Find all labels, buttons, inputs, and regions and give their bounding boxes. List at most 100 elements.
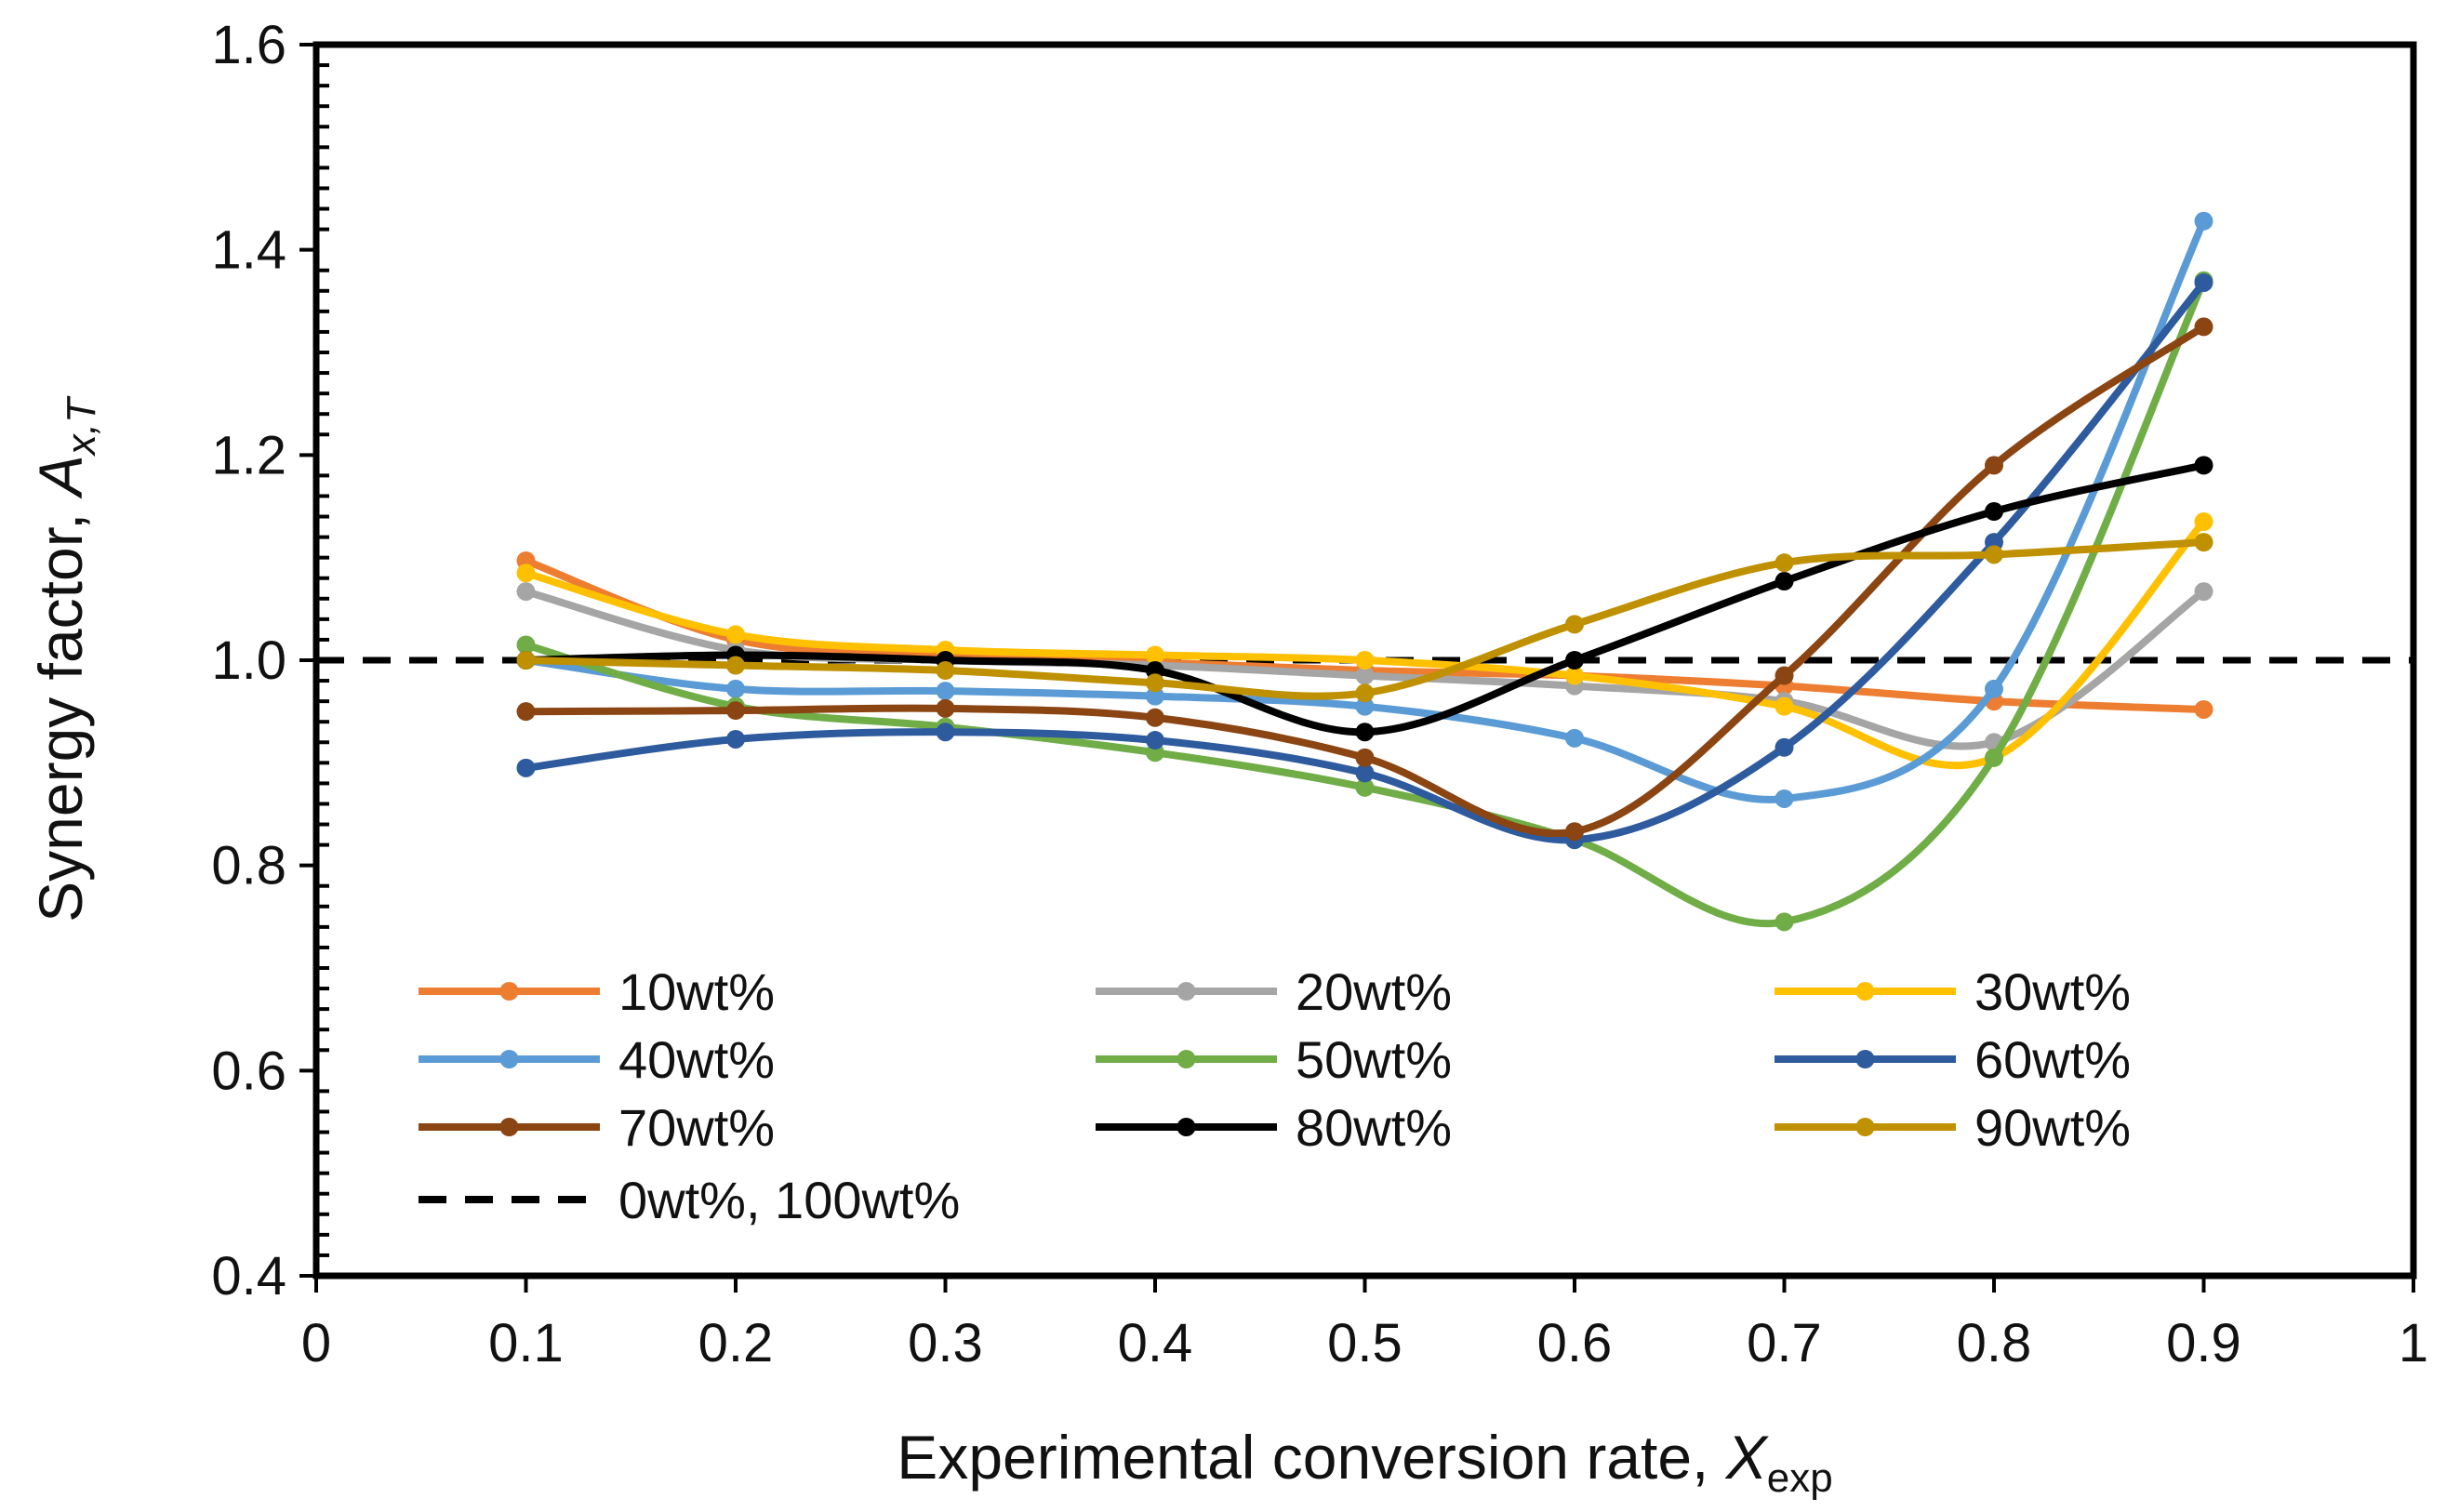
data-point-20wtpct [516, 582, 536, 602]
data-point-90wtpct [2194, 533, 2213, 552]
data-point-60wtpct [1146, 731, 1164, 750]
data-point-70wtpct [1565, 822, 1584, 842]
x-tick-label: 0.7 [1747, 1313, 1822, 1373]
data-point-50wtpct [516, 635, 536, 655]
data-point-90wtpct [936, 661, 955, 681]
data-point-70wtpct [516, 702, 536, 722]
x-tick-label: 0 [301, 1313, 331, 1373]
axis-title-text: Experimental conversion rate, [897, 1423, 1725, 1492]
y-axis-title: Synergy factor, Ax,T [26, 395, 104, 922]
legend-label: 40wt% [618, 1030, 775, 1089]
data-point-70wtpct [936, 698, 955, 718]
data-point-40wtpct [1775, 789, 1794, 808]
data-point-70wtpct [726, 701, 745, 721]
data-point-60wtpct [726, 729, 745, 749]
data-point-80wtpct [1355, 723, 1375, 742]
x-tick-label: 0.5 [1327, 1313, 1402, 1373]
x-tick-label: 0.9 [2166, 1313, 2241, 1373]
legend-item-10wtpct: 10wt% [419, 962, 775, 1021]
legend-swatch-marker [499, 1118, 519, 1136]
data-point-30wtpct [1146, 645, 1164, 665]
data-point-60wtpct [1355, 763, 1375, 783]
y-tick-label: 1.4 [211, 220, 286, 281]
axis-title-subscript: exp [1767, 1455, 1833, 1501]
series-50wtpct [516, 271, 2213, 932]
legend-item-60wtpct: 60wt% [1775, 1030, 2131, 1089]
x-tick-label: 1 [2399, 1313, 2428, 1373]
data-point-90wtpct [1355, 683, 1375, 703]
data-point-60wtpct [1775, 737, 1794, 757]
x-tick-label: 0.2 [698, 1313, 774, 1373]
data-point-30wtpct [2194, 512, 2213, 532]
y-tick-label: 1.2 [211, 425, 286, 485]
data-point-70wtpct [1775, 666, 1794, 685]
series-90wtpct [516, 533, 2213, 703]
data-point-70wtpct [1355, 748, 1375, 767]
data-point-20wtpct [1355, 666, 1375, 685]
series-line-50wtpct [522, 276, 2208, 928]
data-point-80wtpct [1775, 572, 1794, 591]
legend-item-reference: 0wt%, 100wt% [419, 1171, 960, 1229]
y-tick-label: 0.4 [211, 1246, 286, 1306]
legend-swatch-marker [1176, 1050, 1196, 1068]
series-40wtpct [516, 211, 2213, 808]
legend-label: 80wt% [1296, 1098, 1452, 1157]
legend-swatch-marker [1855, 1118, 1875, 1136]
legend-label: 10wt% [618, 962, 775, 1021]
series-layer [516, 211, 2213, 932]
legend-swatch-marker [1855, 1050, 1875, 1068]
legend-item-80wtpct: 80wt% [1096, 1098, 1452, 1157]
data-point-70wtpct [1985, 456, 2003, 475]
x-tick-label: 0.8 [1957, 1313, 2032, 1373]
data-point-30wtpct [1355, 651, 1375, 670]
legend-label: 50wt% [1296, 1030, 1452, 1089]
legend-swatch-marker [499, 1050, 519, 1068]
legend-swatch-marker [1176, 1118, 1196, 1136]
data-point-60wtpct [2194, 272, 2213, 292]
x-axis-title: Experimental conversion rate, Xexp [897, 1423, 1832, 1501]
data-point-90wtpct [1146, 673, 1164, 693]
series-70wtpct [516, 317, 2213, 842]
axis-title-subscript: x,T [59, 395, 104, 457]
legend-label: 30wt% [1974, 962, 2131, 1021]
axis-title-variable: X [1724, 1423, 1770, 1492]
data-point-80wtpct [1985, 502, 2003, 522]
data-point-10wtpct [2194, 699, 2213, 719]
data-point-60wtpct [936, 723, 955, 742]
legend-swatch-marker [1176, 982, 1196, 1001]
data-point-40wtpct [1565, 728, 1584, 748]
data-point-70wtpct [2194, 317, 2213, 337]
data-point-50wtpct [1985, 748, 2003, 767]
data-point-90wtpct [1985, 545, 2003, 564]
legend-item-70wtpct: 70wt% [419, 1098, 775, 1157]
data-point-30wtpct [1775, 696, 1794, 716]
data-point-90wtpct [516, 651, 536, 670]
series-line-70wtpct [522, 323, 2208, 838]
axis-title-text: Synergy factor, [26, 496, 95, 922]
data-point-50wtpct [1775, 912, 1794, 932]
data-point-60wtpct [516, 758, 536, 777]
legend-item-50wtpct: 50wt% [1096, 1030, 1452, 1089]
data-point-30wtpct [726, 625, 745, 644]
legend-item-20wtpct: 20wt% [1096, 962, 1452, 1021]
legend-label: 60wt% [1974, 1030, 2131, 1089]
data-point-40wtpct [1985, 679, 2003, 698]
legend-item-40wtpct: 40wt% [419, 1030, 775, 1089]
legend-item-90wtpct: 90wt% [1775, 1098, 2131, 1157]
legend-label: 90wt% [1974, 1098, 2131, 1157]
y-tick-label: 0.6 [211, 1041, 286, 1101]
data-point-40wtpct [1355, 696, 1375, 716]
series-line-30wtpct [522, 518, 2208, 770]
x-tick-label: 0.3 [908, 1313, 983, 1373]
y-tick-label: 1.6 [211, 15, 286, 75]
legend-swatch-marker [499, 982, 519, 1001]
legend-swatch-marker [1855, 982, 1875, 1001]
legend: 10wt% 20wt% 30wt% 40wt% 50wt% 60wt% 70wt% 80wt%… [419, 962, 2131, 1229]
data-point-30wtpct [516, 564, 536, 583]
x-tick-label: 0.4 [1118, 1313, 1193, 1373]
data-point-90wtpct [1775, 553, 1794, 573]
data-point-70wtpct [1146, 708, 1164, 727]
legend-label: 0wt%, 100wt% [618, 1171, 960, 1229]
data-point-40wtpct [936, 682, 955, 701]
